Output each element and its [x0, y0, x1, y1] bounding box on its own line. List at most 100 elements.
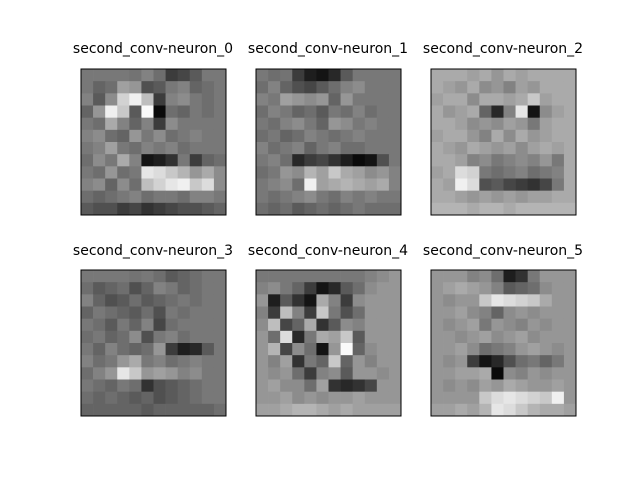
heatmap-cell [479, 105, 492, 119]
heatmap-cell [340, 190, 354, 204]
heatmap-cell [177, 282, 191, 295]
heatmap-cell [280, 81, 293, 94]
heatmap-cell [563, 367, 577, 380]
heatmap-cell [503, 330, 516, 344]
heatmap-cell [527, 294, 541, 307]
heatmap-cell [467, 105, 480, 119]
heatmap-cell [455, 117, 468, 131]
heatmap-cell [141, 129, 154, 143]
heatmap-cell [364, 202, 378, 216]
heatmap-cell [316, 367, 329, 380]
heatmap-cell [467, 282, 480, 295]
heatmap-cell [491, 330, 504, 344]
heatmap-cell [129, 282, 142, 295]
heatmap-cell [515, 154, 529, 167]
heatmap-cell [328, 129, 341, 143]
heatmap-cell [81, 93, 94, 106]
heatmap-cell [563, 391, 577, 405]
heatmap-cell [280, 69, 293, 82]
heatmap-cell [304, 69, 317, 82]
subplot-title: second_conv-neuron_3 [73, 243, 233, 259]
heatmap-cell [340, 343, 354, 356]
heatmap-cell [479, 318, 492, 332]
heatmap-cell [388, 117, 402, 131]
heatmap-cell [340, 178, 354, 192]
heatmap-cell [527, 117, 541, 131]
heatmap-cell [141, 294, 154, 307]
heatmap-cell [292, 367, 305, 380]
heatmap-cell [352, 355, 366, 368]
heatmap-cell [551, 105, 565, 119]
heatmap-cell [364, 330, 378, 344]
heatmap-cell [177, 69, 191, 82]
heatmap-cell [201, 391, 215, 405]
heatmap-cell [93, 318, 106, 332]
heatmap-cell [455, 142, 468, 155]
heatmap-cell [491, 294, 504, 307]
heatmap-cell [352, 367, 366, 380]
heatmap-cell [431, 391, 444, 405]
heatmap-cell [189, 190, 203, 204]
heatmap-cell [551, 190, 565, 204]
heatmap-cell [455, 105, 468, 119]
heatmap-cell [201, 379, 215, 393]
heatmap-cell [153, 69, 166, 82]
heatmap-cell [443, 367, 456, 380]
heatmap-cell [431, 178, 444, 192]
heatmap-3 [81, 270, 227, 417]
heatmap-cell [467, 294, 480, 307]
heatmap-cell [364, 318, 378, 332]
heatmap-cell [280, 318, 293, 332]
heatmap-cell [431, 190, 444, 204]
heatmap-cell [364, 367, 378, 380]
heatmap-cell [213, 202, 227, 216]
heatmap-cell [117, 343, 130, 356]
heatmap-cell [455, 330, 468, 344]
heatmap-cell [376, 270, 390, 283]
heatmap-cell [129, 367, 142, 380]
heatmap-cell [141, 330, 154, 344]
heatmap-cell [503, 81, 516, 94]
heatmap-cell [364, 343, 378, 356]
heatmap-cell [515, 178, 529, 192]
heatmap-cell [280, 343, 293, 356]
heatmap-cell [376, 142, 390, 155]
heatmap-cell [81, 117, 94, 131]
heatmap-cell [316, 69, 329, 82]
heatmap-cell [340, 294, 354, 307]
heatmap-cell [539, 178, 553, 192]
heatmap-cell [316, 379, 329, 393]
heatmap-cell [491, 282, 504, 295]
heatmap-cell [328, 270, 341, 283]
heatmap-cell [105, 105, 118, 119]
heatmap-cell [328, 355, 341, 368]
heatmap-cell [467, 391, 480, 405]
heatmap-cell [81, 391, 94, 405]
heatmap-cell [81, 270, 94, 283]
heatmap-cell [153, 202, 166, 216]
heatmap-cell [376, 69, 390, 82]
heatmap-cell [563, 81, 577, 94]
heatmap-cell [527, 129, 541, 143]
heatmap-cell [81, 81, 94, 94]
heatmap-cell [292, 129, 305, 143]
heatmap-cell [352, 69, 366, 82]
heatmap-cell [443, 81, 456, 94]
heatmap-cell [388, 154, 402, 167]
heatmap-cell [213, 282, 227, 295]
heatmap-cell [105, 93, 118, 106]
heatmap-cell [117, 166, 130, 179]
heatmap-cell [153, 379, 166, 393]
heatmap-cell [165, 202, 179, 216]
heatmap-cell [479, 282, 492, 295]
heatmap-cell [376, 330, 390, 344]
heatmap-cell [388, 379, 402, 393]
heatmap-cell [129, 166, 142, 179]
heatmap-cell [141, 190, 154, 204]
heatmap-cell [352, 129, 366, 143]
heatmap-cell [467, 117, 480, 131]
heatmap-cell [352, 93, 366, 106]
heatmap-cell [443, 343, 456, 356]
heatmap-cell [443, 355, 456, 368]
heatmap-cell [129, 105, 142, 119]
